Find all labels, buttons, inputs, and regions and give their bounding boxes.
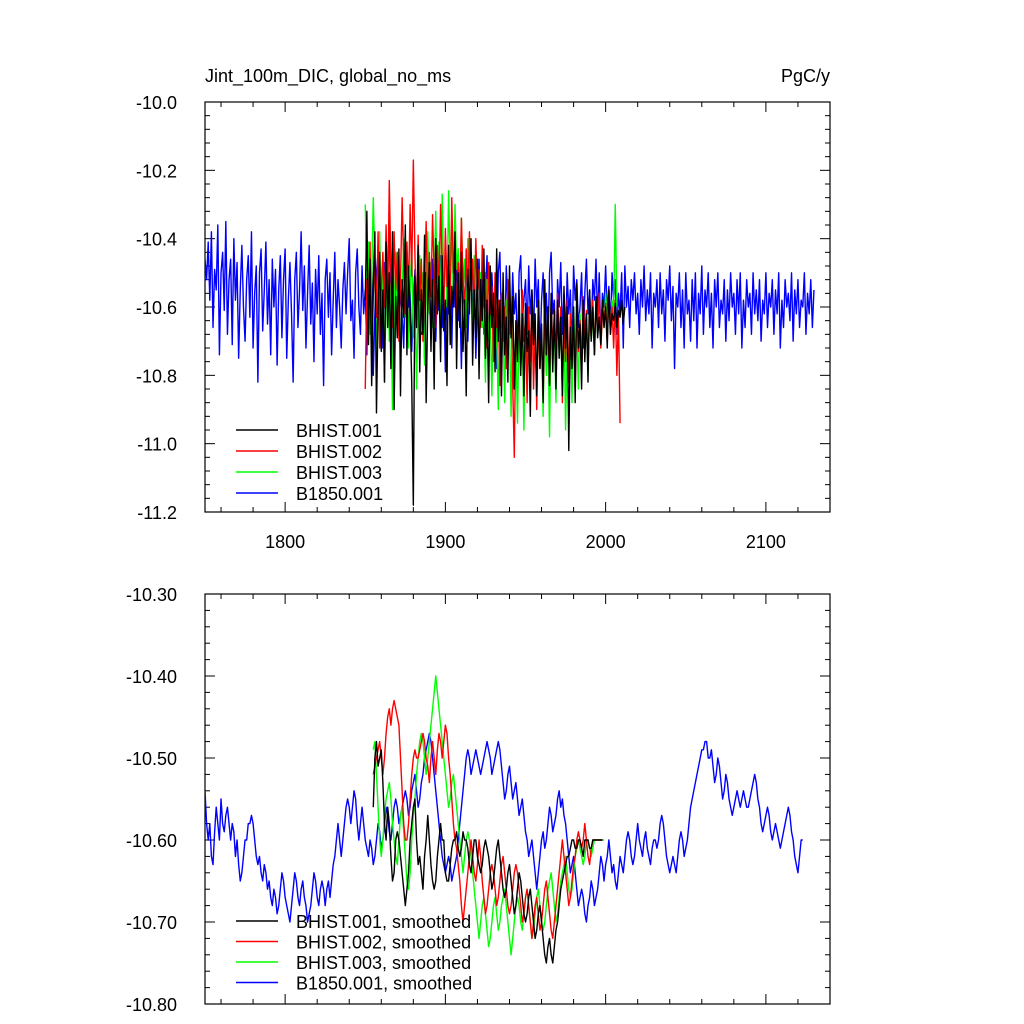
legend-label-bhist-003-smoothed: BHIST.003, smoothed — [296, 953, 471, 973]
legend-label-bhist-001: BHIST.001 — [296, 421, 382, 441]
legend-label-bhist-003: BHIST.003 — [296, 463, 382, 483]
series-line-bhist-001-smoothed — [372, 740, 603, 964]
x-axis: 1800 1900 2000 2100 — [220, 102, 831, 552]
series-line-bhist-001 — [364, 210, 626, 506]
y-tick-label: -10.40 — [126, 667, 177, 687]
y-tick-label: -10.0 — [136, 93, 177, 113]
chart-units: PgC/y — [781, 66, 830, 86]
y-tick-label: -11.0 — [137, 435, 177, 455]
bottom-panel: -10.80 -10.70 -10.60 -10.50 -10.40 -10.30 BHIS… — [126, 585, 831, 1015]
legend-label-bhist-002: BHIST.002 — [296, 442, 382, 462]
series-line-bhist-002-smoothed — [372, 699, 603, 940]
y-tick-label: -10.60 — [126, 831, 177, 851]
series-group — [205, 675, 803, 964]
series-line-b1850-001-smoothed — [205, 732, 803, 923]
legend-label-b1850-001: B1850.001 — [296, 484, 383, 504]
legend-label-b1850-001-smoothed: B1850.001, smoothed — [296, 974, 472, 994]
series-line-bhist-003-smoothed — [372, 675, 605, 956]
y-tick-label: -11.2 — [137, 503, 177, 523]
y-tick-label: -10.70 — [126, 913, 177, 933]
y-tick-label: -10.4 — [136, 230, 177, 250]
top-panel: 1800 1900 2000 2100 -11.2 -11.0 -10.8 -10.6 -10.… — [136, 93, 831, 552]
y-axis: -10.80 -10.70 -10.60 -10.50 -10.40 -10.30 — [126, 585, 830, 1015]
x-tick-label: 2100 — [746, 532, 786, 552]
y-tick-label: -10.6 — [136, 298, 177, 318]
chart-title: Jint_100m_DIC, global_no_ms — [205, 66, 451, 87]
x-axis — [220, 594, 831, 1004]
y-tick-label: -10.30 — [126, 585, 177, 605]
series-group — [205, 159, 815, 506]
y-tick-label: -10.80 — [126, 995, 177, 1015]
y-tick-label: -10.50 — [126, 749, 177, 769]
y-axis: -11.2 -11.0 -10.8 -10.6 -10.4 -10.2 -10.0 — [136, 93, 830, 523]
x-tick-label: 2000 — [586, 532, 626, 552]
y-tick-label: -10.8 — [136, 366, 177, 386]
x-tick-label: 1800 — [265, 532, 305, 552]
legend-label-bhist-001-smoothed: BHIST.001, smoothed — [296, 912, 471, 932]
x-tick-label: 1900 — [425, 532, 465, 552]
y-tick-label: -10.2 — [136, 161, 177, 181]
legend-label-bhist-002-smoothed: BHIST.002, smoothed — [296, 933, 471, 953]
